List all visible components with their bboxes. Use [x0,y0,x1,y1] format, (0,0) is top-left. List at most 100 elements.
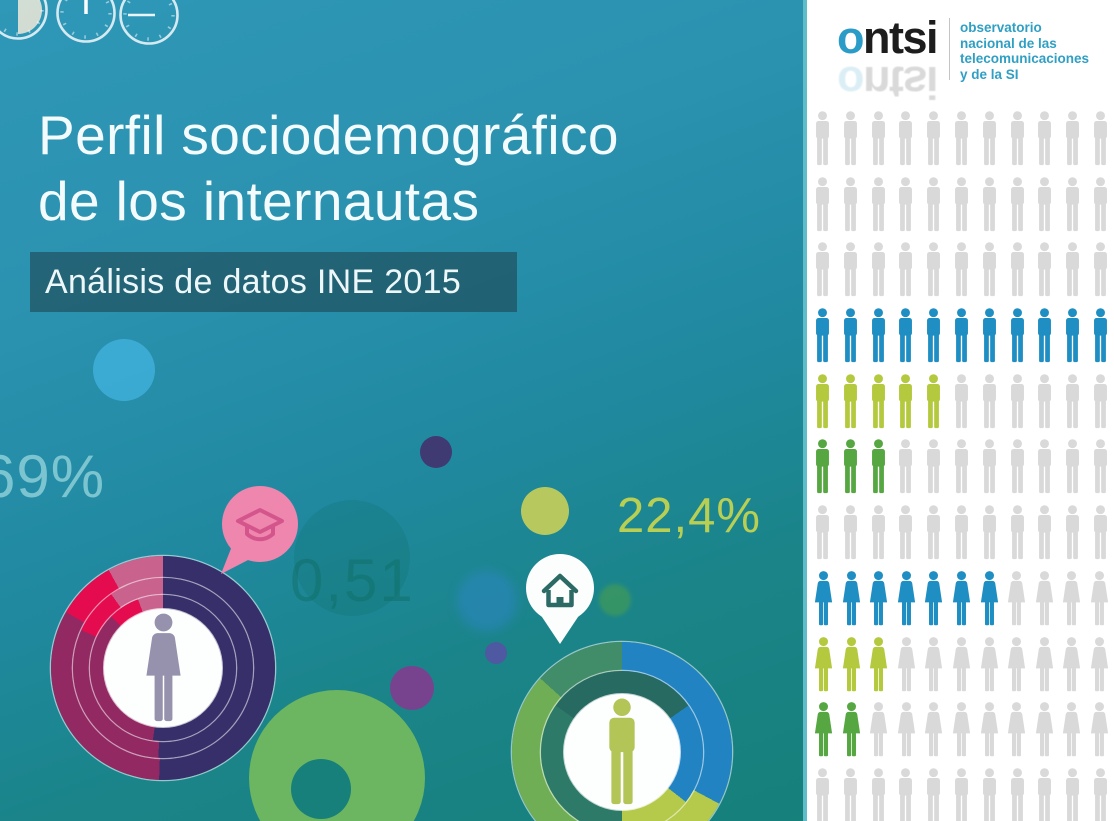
person-female-glyph [145,613,181,722]
side-panel: ontsi ontsi observatorio nacional de las… [803,0,1114,821]
pictogram-row [813,110,1110,168]
person-female-glyph [842,702,860,757]
person-female-glyph [870,570,888,626]
person-male-icon [841,767,860,821]
person-male-glyph [982,242,996,297]
person-male-icon [1063,767,1082,821]
person-male-icon [896,438,915,495]
person-male-icon [813,504,832,561]
donut-center-female [104,609,222,727]
person-male-glyph [927,308,941,363]
person-male-glyph [927,373,941,428]
person-female-glyph [814,702,833,757]
person-male-glyph [871,242,885,297]
person-male-glyph [1066,111,1080,166]
small-green-circle [599,584,631,616]
person-female-glyph [897,570,915,626]
person-male-glyph [843,439,857,494]
person-male-glyph [843,505,857,560]
person-female-glyph [1035,702,1053,757]
person-male-glyph [899,176,913,231]
person-female-glyph [1008,570,1026,626]
clock-half-icon [0,0,48,40]
person-male-icon [924,438,943,495]
brand-reflection: ontsi [837,57,938,108]
pictogram-row [813,438,1110,496]
person-male-icon [869,110,888,167]
person-male-glyph [927,176,941,231]
person-male-glyph [871,768,885,821]
person-male-icon [869,176,888,233]
person-female-glyph [1063,636,1081,691]
person-male-glyph [899,505,913,560]
person-male-glyph [843,308,857,363]
person-male-icon [1091,241,1110,298]
person-male-icon [813,176,832,233]
person-male-icon [952,110,971,167]
person-male-highlighted-icon [841,373,860,430]
person-female-icon [1089,570,1110,627]
pictogram-row [813,767,1110,821]
person-male-glyph [1094,768,1107,821]
person-male-glyph [955,768,968,821]
person-female-icon [1006,701,1027,758]
person-female-highlighted-icon [841,570,862,627]
person-female-icon [1006,570,1027,627]
person-male-icon [1035,373,1054,430]
pictogram-row [813,636,1110,694]
brand-wordmark: ontsi ontsi [837,14,939,109]
person-male-glyph [1066,439,1080,494]
person-male-glyph [816,505,829,560]
tagline-line: telecomunicaciones [960,51,1090,66]
person-female-glyph [980,702,998,757]
person-male-glyph [1094,308,1107,363]
page-title-line2: de los internautas [38,170,480,232]
person-male-highlighted-icon [1008,307,1027,364]
stat-right-value: 22,4% [617,489,761,543]
person-male-highlighted-icon [896,373,915,430]
person-male-glyph [982,308,996,363]
person-female-glyph [897,636,915,691]
person-male-glyph [1010,373,1024,428]
person-male-icon [952,504,971,561]
person-male-icon [1063,176,1082,233]
person-male-highlighted-icon [952,307,971,364]
person-male-highlighted-icon [841,307,860,364]
person-male-glyph [1066,373,1080,428]
person-male-glyph [1094,176,1107,231]
person-male-glyph [927,439,941,494]
person-male-glyph [1094,505,1107,560]
green-ring-hole [291,759,351,819]
pictogram-row [813,241,1110,299]
person-female-glyph [980,570,998,626]
person-male-glyph [1038,373,1052,428]
person-female-glyph [1090,636,1109,691]
person-female-glyph [1008,702,1026,757]
person-female-glyph [814,636,833,691]
person-female-highlighted-icon [979,570,1000,627]
person-male-icon [1091,110,1110,167]
person-male-glyph [816,308,829,363]
person-female-glyph [870,636,888,691]
person-male-glyph [871,373,885,428]
pictogram-grid [813,110,1110,821]
person-female-icon [896,636,917,693]
person-male-icon [869,767,888,821]
person-female-glyph [1090,702,1109,757]
person-male-glyph [982,505,996,560]
person-male-icon [1063,438,1082,495]
education-bubble [221,486,298,574]
person-male-glyph [1010,439,1024,494]
faint-teal-blob [294,500,410,616]
person-female-highlighted-icon [951,570,972,627]
person-male-glyph [955,176,968,231]
person-male-glyph [982,439,996,494]
person-female-highlighted-icon [841,636,862,693]
person-female-highlighted-icon [813,701,834,758]
person-male-icon [924,767,943,821]
person-male-icon [813,110,832,167]
person-male-glyph [982,176,996,231]
person-male-icon [1035,438,1054,495]
person-male-glyph [1010,768,1024,821]
person-female-icon [923,701,944,758]
